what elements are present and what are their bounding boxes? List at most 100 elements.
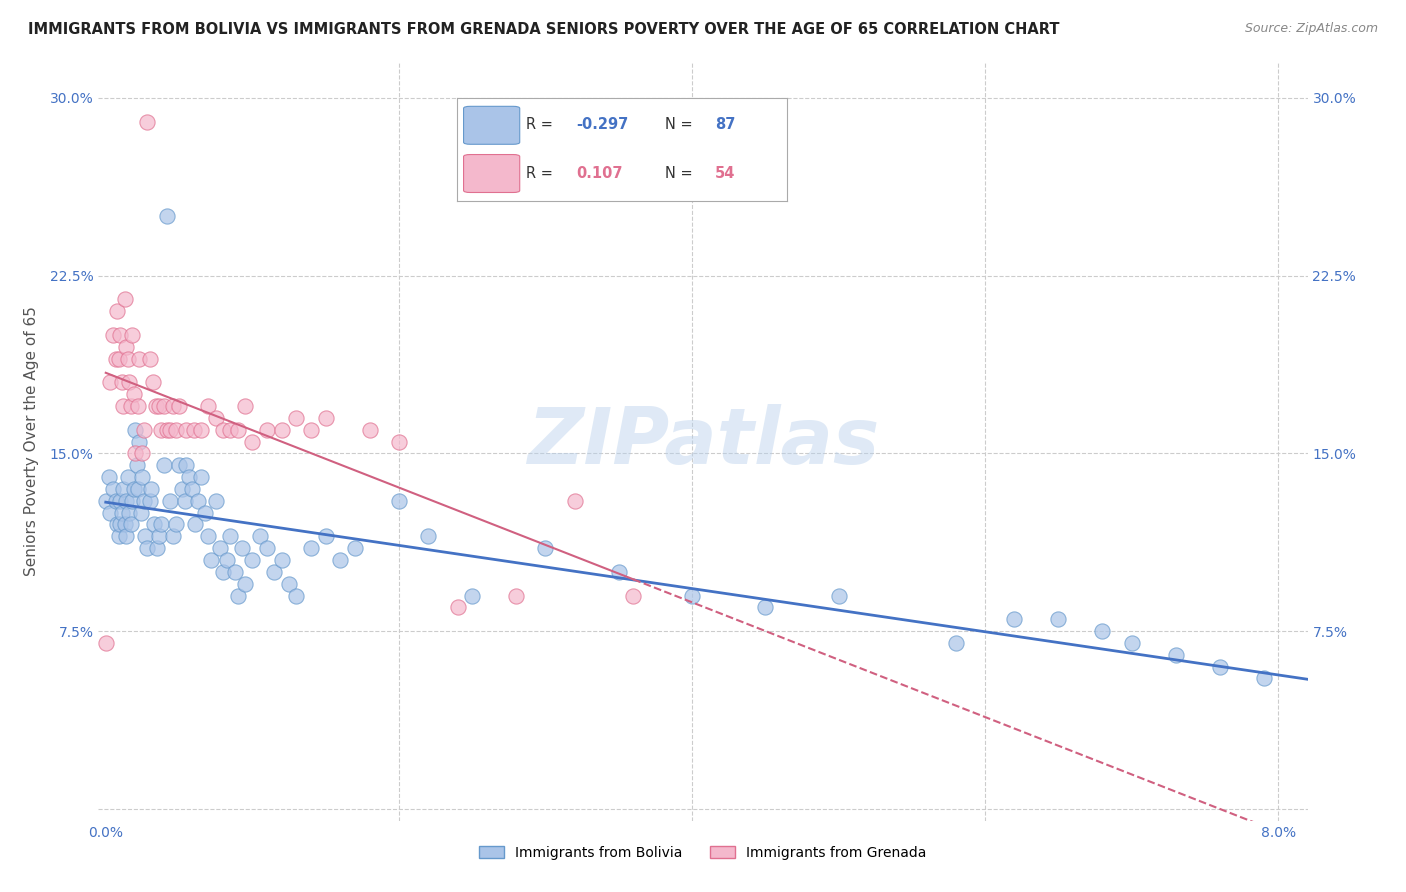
Point [97, 470, 120, 484]
Point [183, 423, 205, 437]
Point [142, 376, 165, 390]
Point [256, 423, 278, 437]
Point [145, 399, 167, 413]
Point [329, 553, 352, 567]
Point [122, 482, 145, 496]
Point [190, 470, 212, 484]
Point [681, 589, 703, 603]
Point [1121, 636, 1143, 650]
Point [132, 423, 155, 437]
Point [128, 434, 150, 449]
Y-axis label: Seniors Poverty Over the Age of 65: Seniors Poverty Over the Age of 65 [24, 307, 38, 576]
Point [156, 423, 179, 437]
Text: R =: R = [526, 166, 553, 180]
Text: ZIPatlas: ZIPatlas [527, 403, 879, 480]
Point [120, 517, 142, 532]
Point [124, 446, 146, 460]
Point [217, 553, 239, 567]
Point [148, 529, 170, 543]
Point [110, 493, 132, 508]
Point [159, 493, 181, 508]
Point [1047, 612, 1070, 626]
Point [256, 541, 278, 556]
Point [197, 399, 219, 413]
Point [125, 458, 148, 473]
Point [754, 600, 776, 615]
Point [98, 506, 121, 520]
Point [278, 576, 301, 591]
Point [159, 423, 181, 437]
Point [204, 410, 226, 425]
Point [162, 399, 184, 413]
Point [98, 376, 121, 390]
Text: 87: 87 [714, 117, 735, 132]
Point [212, 565, 235, 579]
Point [231, 541, 253, 556]
Point [299, 541, 322, 556]
Point [114, 293, 136, 307]
Point [212, 423, 235, 437]
Point [110, 517, 132, 532]
Text: -0.297: -0.297 [576, 117, 628, 132]
Point [388, 434, 411, 449]
Point [128, 351, 150, 366]
Point [135, 541, 157, 556]
Point [240, 434, 263, 449]
Point [112, 399, 135, 413]
Point [226, 589, 249, 603]
Point [187, 493, 209, 508]
Point [143, 517, 166, 532]
Point [1208, 659, 1230, 673]
Point [94, 636, 117, 650]
Point [607, 565, 630, 579]
Point [1164, 648, 1187, 662]
Point [127, 482, 149, 496]
Point [197, 529, 219, 543]
FancyBboxPatch shape [464, 154, 520, 193]
Text: N =: N = [665, 166, 693, 180]
Point [129, 506, 152, 520]
Point [107, 517, 129, 532]
Point [219, 529, 242, 543]
Point [105, 351, 128, 366]
Point [153, 458, 176, 473]
Point [315, 410, 337, 425]
Point [167, 399, 190, 413]
Text: IMMIGRANTS FROM BOLIVIA VS IMMIGRANTS FROM GRENADA SENIORS POVERTY OVER THE AGE : IMMIGRANTS FROM BOLIVIA VS IMMIGRANTS FR… [28, 22, 1060, 37]
Point [108, 351, 131, 366]
Point [505, 589, 527, 603]
Point [124, 423, 146, 437]
Text: Source: ZipAtlas.com: Source: ZipAtlas.com [1244, 22, 1378, 36]
Point [285, 410, 308, 425]
Text: R =: R = [526, 117, 553, 132]
Point [194, 506, 217, 520]
Point [176, 423, 198, 437]
Text: 0.107: 0.107 [576, 166, 623, 180]
Point [945, 636, 967, 650]
Point [1253, 672, 1275, 686]
Point [146, 541, 169, 556]
Text: 54: 54 [714, 166, 735, 180]
Point [121, 493, 143, 508]
Point [179, 470, 201, 484]
Point [263, 565, 285, 579]
Point [120, 399, 142, 413]
Point [115, 340, 138, 354]
Point [111, 376, 134, 390]
Point [233, 399, 256, 413]
Point [270, 423, 292, 437]
Point [240, 553, 263, 567]
Point [115, 529, 138, 543]
Point [138, 493, 160, 508]
Point [176, 458, 198, 473]
Point [233, 576, 256, 591]
Point [156, 210, 179, 224]
Point [122, 387, 145, 401]
Point [226, 423, 249, 437]
Point [135, 114, 157, 128]
Point [315, 529, 337, 543]
Point [118, 376, 141, 390]
Point [162, 529, 184, 543]
Legend: Immigrants from Bolivia, Immigrants from Grenada: Immigrants from Bolivia, Immigrants from… [472, 838, 934, 867]
Point [127, 399, 149, 413]
